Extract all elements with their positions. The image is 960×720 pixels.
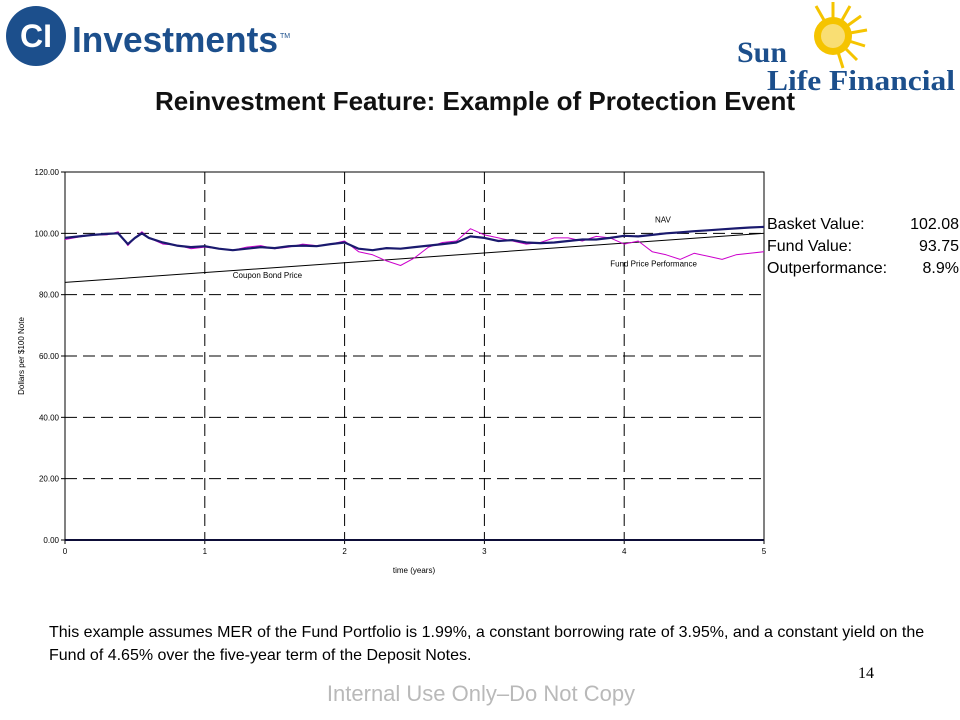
basket-value-row: Basket Value: 102.08 — [767, 214, 959, 236]
chart-annotation: Coupon Bond Price — [233, 271, 303, 280]
y-axis-label: Dollars per $100 Note — [17, 317, 26, 395]
x-axis-label: time (years) — [393, 566, 436, 575]
page-number: 14 — [858, 665, 874, 682]
chart-annotation: Fund Price Performance — [610, 259, 697, 268]
y-tick-label: 100.00 — [35, 229, 60, 238]
outperformance-value: 8.9% — [922, 260, 959, 277]
ci-investments-logo: CI Investments TM — [6, 6, 290, 66]
fund-value-row: Fund Value: 93.75 — [767, 236, 959, 258]
sunlife-logo-line1: Sun — [737, 36, 787, 69]
ci-logo-text: Investments — [72, 19, 278, 60]
chart-annotations: NAV Coupon Bond Price Fund Price Performan… — [233, 216, 698, 280]
y-tick-labels: 0.00 20.00 40.00 60.00 80.00 100.00 120.00 — [35, 168, 60, 545]
page-title: Reinvestment Feature: Example of Protect… — [0, 86, 960, 117]
page-title-text: Reinvestment Feature: Example of Protect… — [154, 86, 796, 116]
fund-value-label: Fund Value: — [767, 238, 853, 255]
x-tick-label: 0 — [63, 547, 68, 556]
outperformance-label: Outperformance: — [767, 260, 888, 277]
x-tick-label: 1 — [203, 547, 208, 556]
assumptions-note: This example assumes MER of the Fund Por… — [49, 624, 925, 664]
chart-grid — [61, 171, 765, 544]
y-tick-label: 20.00 — [39, 475, 60, 484]
chart-annotation: NAV — [655, 216, 672, 225]
y-tick-label: 80.00 — [39, 291, 60, 300]
protection-event-chart: 0.00 20.00 40.00 60.00 80.00 100.00 120.00 0 1 2… — [17, 168, 767, 575]
y-tick-label: 40.00 — [39, 413, 60, 422]
outperformance-row: Outperformance: 8.9% — [767, 258, 959, 280]
y-tick-label: 0.00 — [43, 536, 59, 545]
x-tick-labels: 0 1 2 3 4 5 — [63, 547, 767, 556]
value-summary: Basket Value: 102.08 Fund Value: 93.75 O… — [767, 214, 959, 280]
confidentiality-footer: Internal Use Only–Do Not Copy — [326, 681, 636, 706]
y-tick-label: 60.00 — [39, 352, 60, 361]
nav-line — [64, 225, 765, 252]
fund-value: 93.75 — [918, 238, 959, 255]
x-tick-label: 3 — [482, 547, 487, 556]
x-tick-label: 5 — [762, 547, 767, 556]
ci-logo-tm: TM — [280, 33, 290, 40]
chart-series — [64, 225, 765, 283]
plot-area-frame — [64, 171, 765, 541]
x-tick-label: 4 — [622, 547, 627, 556]
sun-icon — [814, 2, 868, 69]
x-tick-label: 2 — [342, 547, 347, 556]
sun-life-financial-logo: Sun Life Financial — [737, 2, 955, 96]
basket-value: 102.08 — [910, 216, 959, 233]
sunlife-logo-line2: Life Financial — [767, 66, 955, 96]
ci-logo-mark: CI — [20, 18, 52, 54]
basket-value-label: Basket Value: — [767, 216, 865, 233]
y-tick-label: 120.00 — [35, 168, 60, 177]
